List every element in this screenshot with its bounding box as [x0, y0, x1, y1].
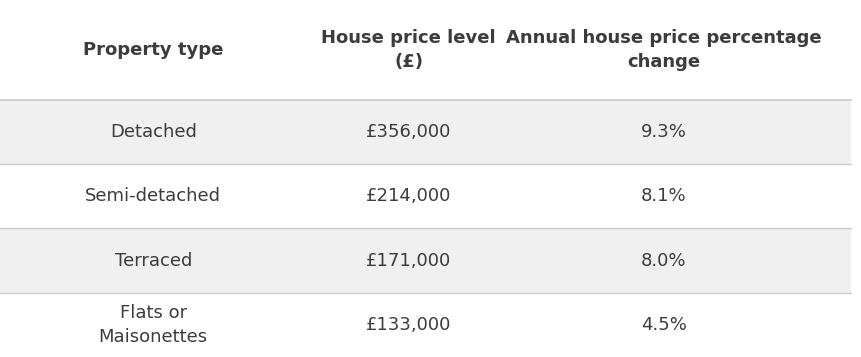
Text: 8.0%: 8.0%: [641, 252, 686, 270]
Bar: [0, 228, 850, 293]
Text: 8.1%: 8.1%: [641, 187, 686, 205]
Text: £356,000: £356,000: [365, 123, 450, 141]
Text: Semi-detached: Semi-detached: [85, 187, 221, 205]
Text: £214,000: £214,000: [365, 187, 450, 205]
Text: Detached: Detached: [109, 123, 196, 141]
Text: House price level
(£): House price level (£): [321, 29, 495, 71]
Bar: [0, 293, 850, 357]
Text: Property type: Property type: [83, 41, 223, 59]
Text: Flats or
Maisonettes: Flats or Maisonettes: [98, 304, 208, 346]
Text: 9.3%: 9.3%: [641, 123, 686, 141]
Text: £171,000: £171,000: [366, 252, 450, 270]
Text: £133,000: £133,000: [365, 316, 450, 334]
Text: Annual house price percentage
change: Annual house price percentage change: [505, 29, 821, 71]
Bar: [0, 100, 850, 164]
Text: 4.5%: 4.5%: [641, 316, 686, 334]
Text: Terraced: Terraced: [115, 252, 192, 270]
Bar: [0, 164, 850, 228]
Bar: [0, 0, 850, 100]
